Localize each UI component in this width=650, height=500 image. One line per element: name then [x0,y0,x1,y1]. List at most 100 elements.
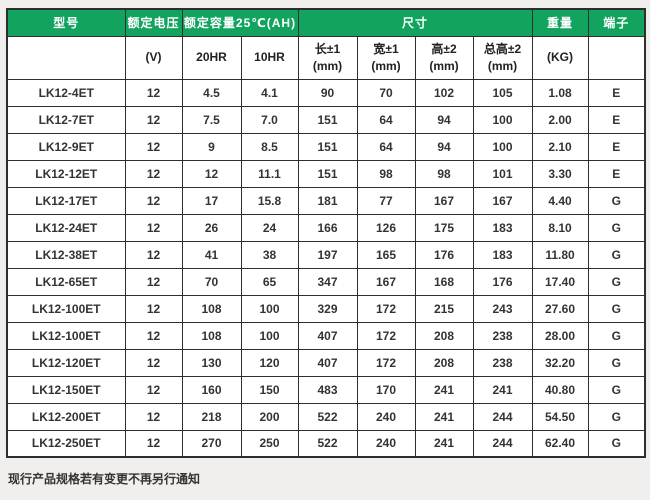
value-cell: 172 [356,348,416,377]
value-cell: 65 [240,267,299,296]
value-cell: 150 [240,375,299,404]
spec-table: 型号 额定电压 额定容量25℃(AH) 尺寸 重量 端子 (V) 20HR 10HR 长±1 (… [6,8,647,458]
table-row: LK12-12ET 12 12 11.1 151 98 98 101 3.30 E [6,159,646,188]
value-cell: 270 [181,429,242,458]
column-group-header-1: 额定电压 [124,8,183,37]
table-row: LK12-17ET 12 17 15.8 181 77 167 167 4.40 G [6,186,646,215]
value-cell: 7.0 [240,105,299,134]
value-cell: 218 [181,402,242,431]
model-cell: LK12-4ET [6,78,126,107]
value-cell: 41 [181,240,242,269]
value-cell: 176 [414,240,474,269]
value-cell: 329 [297,294,358,323]
value-cell: 12 [124,375,183,404]
header-row-1: 型号 额定电压 额定容量25℃(AH) 尺寸 重量 端子 [6,8,646,37]
value-cell: 172 [356,321,416,350]
value-cell: 197 [297,240,358,269]
value-cell: 167 [414,186,474,215]
value-cell: 9 [181,132,242,161]
column-group-header-5: 端子 [587,8,646,37]
value-cell: 4.1 [240,78,299,107]
column-group-header-2: 额定容量25℃(AH) [181,8,299,37]
column-group-header-4: 重量 [531,8,589,37]
value-cell: G [587,375,646,404]
table-row: LK12-38ET 12 41 38 197 165 176 183 11.80 G [6,240,646,269]
model-cell: LK12-65ET [6,267,126,296]
header-row-2: (V) 20HR 10HR 长±1 (mm) 宽±1 (mm) 高±2 (mm) 总高±2 … [6,35,646,80]
value-cell: 102 [414,78,474,107]
value-cell: G [587,240,646,269]
table-row: LK12-7ET 12 7.5 7.0 151 64 94 100 2.00 E [6,105,646,134]
value-cell: 62.40 [531,429,589,458]
value-cell: 40.80 [531,375,589,404]
value-cell: 170 [356,375,416,404]
model-cell: LK12-100ET [6,294,126,323]
value-cell: 250 [240,429,299,458]
model-cell: LK12-150ET [6,375,126,404]
value-cell: 70 [181,267,242,296]
column-subheader-6: 高±2 (mm) [414,35,474,80]
value-cell: E [587,105,646,134]
value-cell: 407 [297,348,358,377]
value-cell: 238 [472,321,533,350]
value-cell: 200 [240,402,299,431]
value-cell: 27.60 [531,294,589,323]
column-subheader-3: 10HR [240,35,299,80]
value-cell: 172 [356,294,416,323]
value-cell: 244 [472,402,533,431]
value-cell: 12 [124,159,183,188]
value-cell: E [587,132,646,161]
model-cell: LK12-12ET [6,159,126,188]
value-cell: 98 [356,159,416,188]
value-cell: 12 [124,186,183,215]
value-cell: 94 [414,105,474,134]
page: 型号 额定电压 额定容量25℃(AH) 尺寸 重量 端子 (V) 20HR 10HR 长±1 (… [6,8,647,486]
value-cell: 32.20 [531,348,589,377]
value-cell: 208 [414,321,474,350]
value-cell: E [587,159,646,188]
value-cell: 167 [472,186,533,215]
model-cell: LK12-250ET [6,429,126,458]
value-cell: G [587,321,646,350]
value-cell: 77 [356,186,416,215]
table-row: LK12-120ET 12 130 120 407 172 208 238 32.20 G [6,348,646,377]
value-cell: 100 [472,132,533,161]
value-cell: 28.00 [531,321,589,350]
value-cell: 4.5 [181,78,242,107]
value-cell: 241 [414,402,474,431]
value-cell: 38 [240,240,299,269]
value-cell: 108 [181,294,242,323]
value-cell: 176 [472,267,533,296]
value-cell: 7.5 [181,105,242,134]
value-cell: 101 [472,159,533,188]
value-cell: 94 [414,132,474,161]
value-cell: 12 [124,105,183,134]
column-subheader-2: 20HR [181,35,242,80]
value-cell: E [587,78,646,107]
value-cell: 241 [472,375,533,404]
table-row: LK12-100ET 12 108 100 329 172 215 243 27.60 G [6,294,646,323]
value-cell: G [587,267,646,296]
value-cell: 151 [297,132,358,161]
value-cell: 522 [297,402,358,431]
model-cell: LK12-38ET [6,240,126,269]
table-row: LK12-250ET 12 270 250 522 240 241 244 62.40 G [6,429,646,458]
value-cell: 167 [356,267,416,296]
value-cell: 215 [414,294,474,323]
value-cell: 98 [414,159,474,188]
spec-change-notice: 现行产品规格若有变更不再另行通知 [8,472,201,486]
value-cell: 8.5 [240,132,299,161]
value-cell: 238 [472,348,533,377]
value-cell: 181 [297,186,358,215]
column-subheader-8: (KG) [531,35,589,80]
value-cell: 11.1 [240,159,299,188]
value-cell: 175 [414,213,474,242]
value-cell: 15.8 [240,186,299,215]
value-cell: 522 [297,429,358,458]
value-cell: 241 [414,375,474,404]
value-cell: 100 [240,294,299,323]
value-cell: 17 [181,186,242,215]
value-cell: 240 [356,429,416,458]
value-cell: 183 [472,240,533,269]
model-cell: LK12-17ET [6,186,126,215]
